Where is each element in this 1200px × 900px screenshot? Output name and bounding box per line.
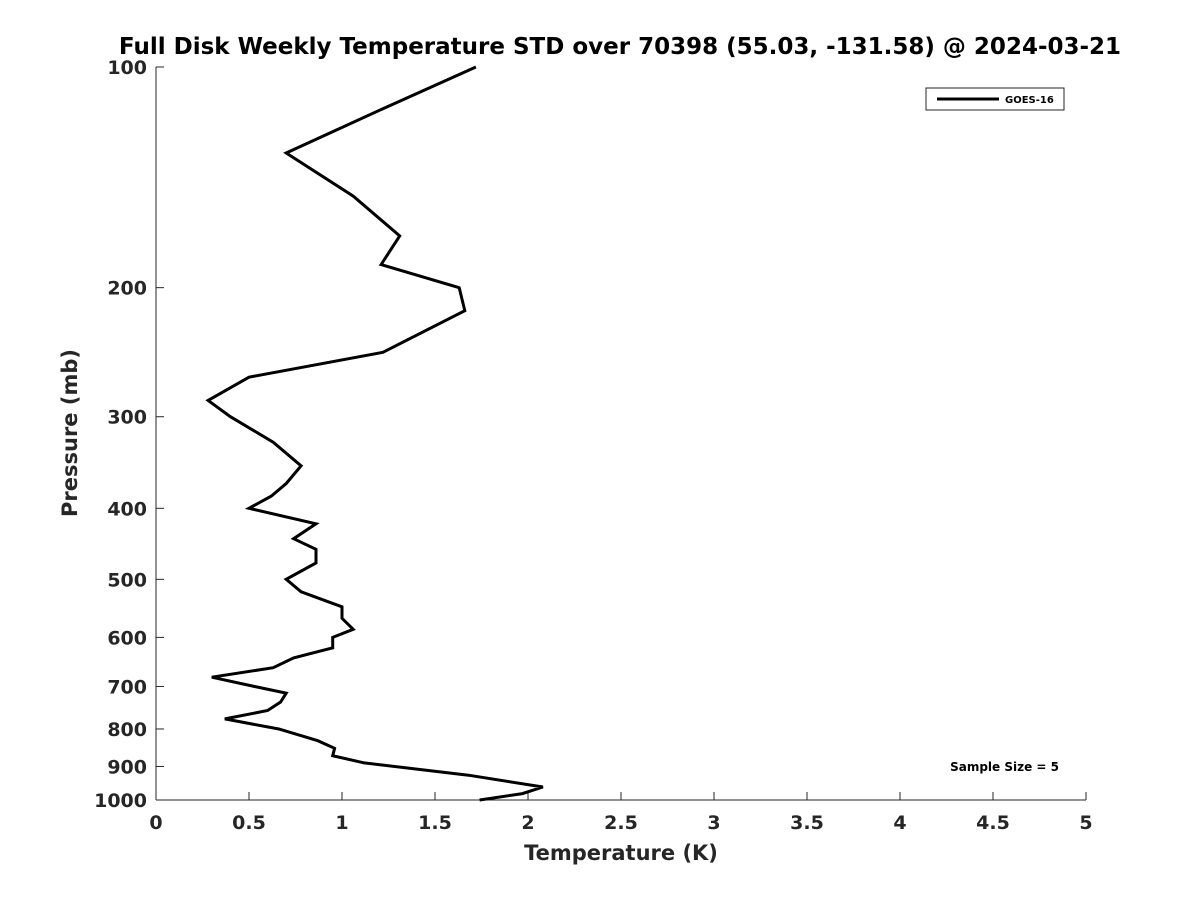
x-tick-label: 2.5 [604, 812, 638, 834]
x-tick-label: 1.5 [418, 812, 452, 834]
legend: GOES-16 [925, 87, 1065, 111]
y-tick-label: 100 [107, 57, 147, 79]
y-axis-label: Pressure (mb) [58, 349, 82, 517]
x-tick-label: 1 [335, 812, 348, 834]
x-tick-label: 2 [521, 812, 534, 834]
y-tick-label: 200 [107, 278, 147, 300]
y-tick-label: 700 [107, 676, 147, 698]
y-ticks: 100 200 300 400 500 600 700 800 900 1000 [94, 57, 164, 812]
y-tick-label: 900 [107, 756, 147, 778]
plot-area [155, 67, 1086, 801]
y-tick-label: 400 [107, 498, 147, 520]
y-tick-label: 500 [107, 569, 147, 591]
series-layer [205, 65, 544, 802]
y-tick-label: 600 [107, 627, 147, 649]
x-tick-label: 0.5 [232, 812, 266, 834]
x-tick-label: 0 [149, 812, 162, 834]
series-line-goes-16 [205, 65, 544, 802]
y-tick-label: 800 [107, 719, 147, 741]
x-tick-label: 3 [707, 812, 720, 834]
y-tick-label: 300 [107, 407, 147, 429]
y-tick-label: 1000 [94, 790, 147, 812]
legend-label-goes-16: GOES-16 [1005, 95, 1054, 106]
x-tick-label: 3.5 [790, 812, 824, 834]
x-tick-label: 4.5 [976, 812, 1010, 834]
x-axis-label: Temperature (K) [524, 841, 718, 865]
x-tick-label: 5 [1079, 812, 1092, 834]
chart-title: Full Disk Weekly Temperature STD over 70… [119, 34, 1121, 60]
x-ticks: 0 0.5 1 1.5 2 2.5 3 3.5 4 4.5 5 [149, 792, 1093, 834]
sample-size-annotation: Sample Size = 5 [950, 760, 1059, 774]
x-tick-label: 4 [893, 812, 906, 834]
